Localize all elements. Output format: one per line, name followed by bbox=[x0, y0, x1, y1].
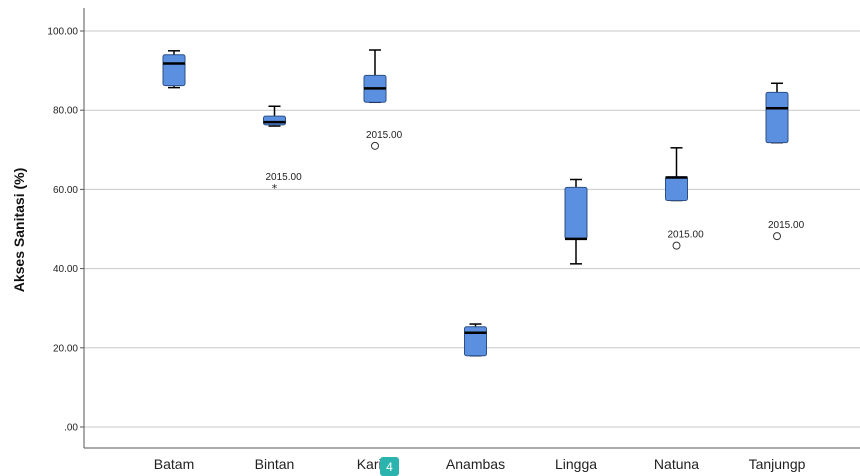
box-group-tanjungp: 2015.00 bbox=[765, 82, 805, 241]
category-label: Anambas bbox=[446, 456, 505, 472]
box-iqr bbox=[564, 186, 588, 240]
page-badge: 4 bbox=[380, 457, 399, 476]
outlier-circle bbox=[672, 241, 681, 250]
box-iqr bbox=[263, 115, 286, 126]
category-label: Bintan bbox=[255, 456, 295, 472]
box-group-lingga bbox=[564, 178, 588, 265]
y-tick-label: 100.00 bbox=[47, 27, 78, 38]
category-label: Batam bbox=[154, 456, 194, 472]
category-label: Tanjungp bbox=[749, 456, 806, 472]
y-tick-label: 20.00 bbox=[53, 343, 78, 354]
box-group-bintan: *2015.00 bbox=[263, 105, 303, 195]
axes bbox=[80, 8, 860, 449]
box-group-natuna: 2015.00 bbox=[665, 147, 705, 250]
outlier-star: * bbox=[272, 182, 278, 195]
outlier-circle bbox=[773, 232, 781, 241]
outlier-label: 2015.00 bbox=[266, 172, 303, 183]
y-axis-label: Akses Sanitasi (%) bbox=[11, 168, 27, 293]
y-tick-label: 60.00 bbox=[53, 185, 78, 196]
y-tick-label: 80.00 bbox=[53, 106, 78, 117]
y-tick-label: .00 bbox=[64, 423, 78, 434]
box-iqr bbox=[765, 91, 789, 144]
category-labels: Batam Bintan Karim Anambas Lingga Natuna Tanju… bbox=[154, 456, 806, 472]
outlier-label: 2015.00 bbox=[668, 230, 705, 241]
category-label: Natuna bbox=[654, 456, 699, 472]
y-tick-labels: .00 20.00 40.00 60.00 80.00 100.00 bbox=[47, 27, 78, 434]
box-group-batam bbox=[162, 50, 186, 89]
box-iqr bbox=[162, 54, 186, 87]
box-iqr bbox=[665, 176, 688, 201]
box-group-karimun: 2015.00 bbox=[363, 49, 403, 150]
box-iqr bbox=[464, 326, 487, 357]
outlier-circle bbox=[371, 141, 379, 150]
outlier-label: 2015.00 bbox=[366, 130, 403, 141]
category-label: Lingga bbox=[555, 456, 597, 472]
box-group-anambas bbox=[464, 323, 487, 357]
outlier-label: 2015.00 bbox=[768, 220, 805, 231]
gridlines bbox=[84, 30, 860, 428]
y-tick-label: 40.00 bbox=[53, 264, 78, 275]
